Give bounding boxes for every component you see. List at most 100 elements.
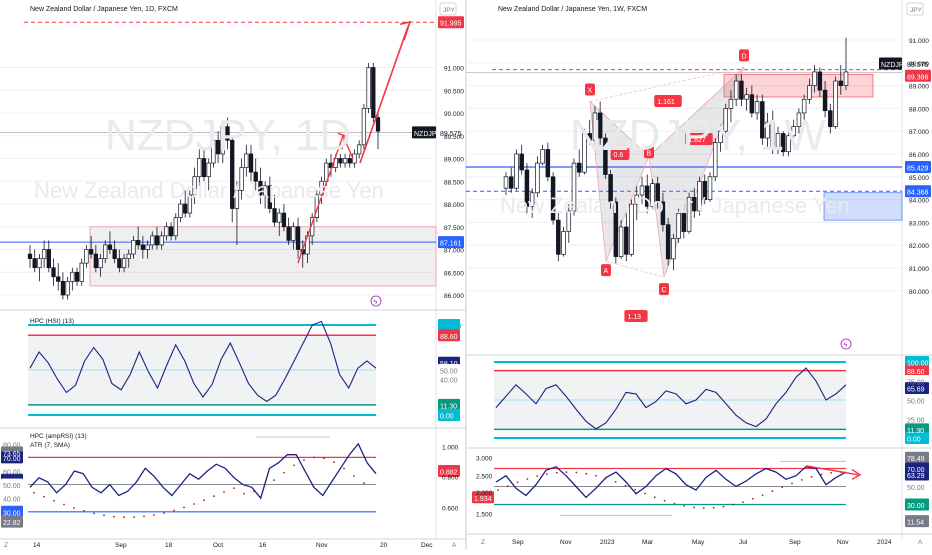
right-candle	[582, 133, 587, 173]
left-hsi-tag: 58.10	[440, 361, 458, 368]
left-watermark-symbol: NZDJPY, 1D	[105, 111, 351, 160]
left-candle	[88, 249, 94, 255]
right-atr-last-tag-bg	[472, 491, 494, 504]
right-price-tick: 80.000	[909, 289, 929, 296]
left-atr-dot	[63, 503, 65, 506]
left-candle	[183, 203, 188, 214]
right-rsi-tag-bg	[905, 480, 929, 493]
right-candle	[561, 231, 566, 255]
left-range-zone	[89, 226, 437, 287]
right-mid-tag: 85.429	[907, 166, 929, 173]
left-atr-dot	[213, 495, 215, 498]
left-candle	[225, 126, 230, 141]
left-candle	[192, 176, 197, 196]
left-price-tick: 87.000	[444, 248, 464, 255]
right-atr-dot	[653, 496, 656, 499]
left-atr-dot	[243, 492, 245, 495]
right-ratio-bg	[654, 95, 682, 107]
right-atr-dot	[644, 492, 646, 495]
left-hsi-tag-bg	[438, 409, 460, 421]
left-hsi-tag: 11.30	[440, 403, 457, 410]
right-hsi-tag: 65.69	[907, 387, 925, 394]
right-price-tick: 82.000	[909, 243, 929, 250]
right-atr-dot	[595, 474, 597, 477]
left-candle	[159, 235, 164, 246]
left-hsi-tag: 88.60	[440, 334, 458, 341]
left-candle	[112, 249, 117, 259]
right-candle	[503, 176, 509, 189]
right-atr-dot	[742, 501, 744, 503]
right-candle	[603, 137, 608, 175]
right-candle	[686, 196, 692, 232]
left-price-tick: 88.500	[444, 179, 464, 186]
left-candle	[103, 244, 108, 259]
right-rsi-tag: 63.29	[907, 473, 925, 480]
right-candle	[639, 185, 645, 196]
left-candle	[32, 258, 37, 269]
left-candle	[352, 153, 357, 164]
right-rsi-arrowhead	[851, 468, 862, 480]
right-candle	[770, 121, 776, 148]
right-atr-dot	[751, 497, 754, 500]
left-watermark-name: New Zealand Dollar / Japanese Yen	[34, 178, 384, 203]
right-hsi-tag: 100.00	[907, 361, 929, 368]
left-hsi-line	[29, 320, 377, 403]
left-rsi-axis-tag: 30.00	[3, 510, 21, 517]
right-atr-dot	[673, 502, 676, 505]
right-candle	[723, 108, 728, 132]
left-hsi-tag-bg	[438, 329, 460, 342]
left-atr-dot	[53, 499, 55, 502]
right-atr-dot	[800, 479, 803, 481]
right-atr-dot	[624, 484, 627, 487]
right-last-tag: 89.575	[907, 62, 929, 69]
left-atr-tick: 0.600	[442, 506, 459, 513]
left-past-arrowhead	[337, 132, 346, 150]
right-candle	[822, 89, 828, 112]
left-atr-dot	[253, 490, 255, 493]
left-atr-dot	[293, 464, 295, 467]
right-last-tag-bg	[905, 57, 931, 70]
left-time-label: 14	[33, 542, 41, 549]
right-hsi-tag: 88.60	[907, 369, 925, 376]
left-candle	[154, 235, 160, 246]
left-rsi-axis-tag: 40.00	[3, 497, 21, 504]
right-atr-dot	[810, 475, 813, 478]
left-atr-dot	[283, 471, 285, 474]
left-atr-dot	[203, 499, 205, 502]
left-candle	[201, 158, 207, 178]
left-atr-dot	[103, 514, 105, 517]
left-candle	[215, 139, 221, 155]
right-atr-dot	[663, 499, 666, 502]
right-atr-last-tag: 1.934	[474, 496, 492, 503]
left-atr-dot	[73, 507, 75, 509]
left-candle	[173, 217, 178, 237]
left-candle	[150, 235, 155, 246]
right-candle	[644, 185, 650, 207]
right-pattern-point: D	[742, 53, 747, 60]
right-atr-dot	[565, 471, 568, 473]
left-candle	[37, 258, 42, 269]
right-atr-tick: 2.500	[476, 474, 493, 481]
right-atr-dot	[604, 477, 607, 480]
right-candle	[655, 183, 660, 203]
right-atr-dot	[506, 485, 509, 487]
right-candle	[592, 112, 598, 141]
left-rsi-axis-tag-bg	[1, 515, 23, 528]
left-atr-dot	[303, 459, 305, 461]
left-candle	[84, 249, 89, 264]
right-watermark-symbol: NZDJPY, 1W	[570, 111, 826, 160]
right-price-tick: 86.000	[909, 152, 929, 159]
right-candle	[739, 80, 744, 100]
right-pattern-point: A	[604, 268, 609, 275]
left-hsi-tag: 40.00	[440, 378, 458, 385]
left-candle	[164, 226, 169, 237]
left-support-tag: 87.161	[440, 241, 462, 248]
right-atr-dot	[585, 472, 588, 475]
right-candle	[838, 80, 844, 86]
right-atr-dot	[732, 503, 735, 506]
right-candle	[529, 192, 535, 207]
left-last-tag: 89.575	[440, 131, 462, 138]
left-candle	[56, 276, 61, 282]
right-candle	[707, 176, 713, 200]
